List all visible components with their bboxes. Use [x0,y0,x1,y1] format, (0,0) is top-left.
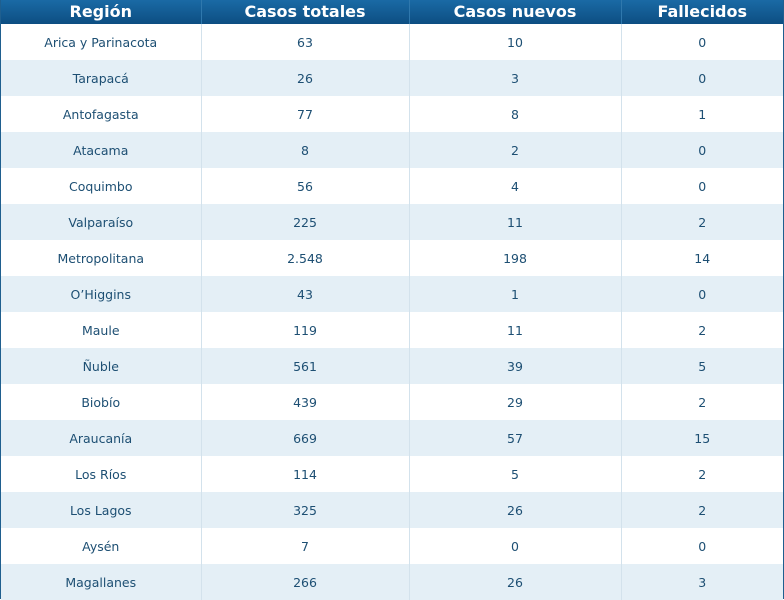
cell-region: Atacama [73,142,129,158]
cell-region: Metropolitana [57,250,145,266]
cell-region: Tarapacá [72,70,129,86]
cell-new-cases: 57 [408,420,621,456]
cell-total-cases: 7 [200,528,409,564]
table-row: Antofagasta 77 8 1 [1,96,783,132]
cell-region: Los Lagos [69,502,132,518]
cell-deaths: 0 [620,24,783,60]
cell-new-cases: 11 [408,312,621,348]
cell-region: Maule [81,322,120,338]
table-row: Magallanes 266 26 3 [1,564,783,600]
cell-total-cases: 114 [200,456,409,492]
column-header-region[interactable]: Región [69,2,133,21]
cell-total-cases: 119 [200,312,409,348]
cell-new-cases: 8 [408,96,621,132]
cell-total-cases: 561 [200,348,409,384]
cell-new-cases: 11 [408,204,621,240]
cell-total-cases: 266 [200,564,409,600]
cell-total-cases: 2.548 [200,240,409,276]
table-row: Atacama 8 2 0 [1,132,783,168]
table-row: Tarapacá 26 3 0 [1,60,783,96]
cell-total-cases: 225 [200,204,409,240]
table-row: Coquimbo 56 4 0 [1,168,783,204]
cell-new-cases: 3 [408,60,621,96]
cell-total-cases: 439 [200,384,409,420]
cell-region: Arica y Parinacota [44,34,158,50]
table-row: Los Ríos 114 5 2 [1,456,783,492]
header-row: Región Casos totales Casos nuevos Fallec… [1,0,783,24]
table-row: Los Lagos 325 26 2 [1,492,783,528]
cell-total-cases: 63 [200,24,409,60]
cell-new-cases: 1 [408,276,621,312]
cell-total-cases: 56 [200,168,409,204]
cell-total-cases: 669 [200,420,409,456]
cell-region: Magallanes [65,574,137,590]
cell-region: Biobío [81,394,121,410]
cell-region: Antofagasta [62,106,139,122]
cell-total-cases: 77 [200,96,409,132]
cell-new-cases: 2 [408,132,621,168]
cell-deaths: 3 [620,564,783,600]
cell-total-cases: 26 [200,60,409,96]
cell-deaths: 2 [620,312,783,348]
cell-deaths: 2 [620,492,783,528]
cell-total-cases: 43 [200,276,409,312]
cell-new-cases: 29 [408,384,621,420]
cell-new-cases: 198 [408,240,621,276]
cell-region: Valparaíso [68,214,134,230]
column-header-deaths[interactable]: Fallecidos [620,0,783,24]
cell-new-cases: 26 [408,492,621,528]
table-row: Ñuble 561 39 5 [1,348,783,384]
cell-new-cases: 0 [408,528,621,564]
cell-region: O’Higgins [70,286,131,302]
cell-deaths: 0 [620,60,783,96]
cell-deaths: 0 [620,528,783,564]
cell-deaths: 5 [620,348,783,384]
table-row: Biobío 439 29 2 [1,384,783,420]
table-row: Arica y Parinacota 63 10 0 [1,24,783,60]
cell-deaths: 1 [620,96,783,132]
table-row: Maule 119 11 2 [1,312,783,348]
cell-deaths: 2 [620,204,783,240]
column-header-new-cases[interactable]: Casos nuevos [408,0,621,24]
cell-new-cases: 26 [408,564,621,600]
table-row: Valparaíso 225 11 2 [1,204,783,240]
cell-new-cases: 5 [408,456,621,492]
cell-new-cases: 10 [408,24,621,60]
cell-total-cases: 8 [200,132,409,168]
cell-deaths: 14 [620,240,783,276]
table-row: O’Higgins 43 1 0 [1,276,783,312]
cell-new-cases: 39 [408,348,621,384]
cell-deaths: 0 [620,132,783,168]
cell-deaths: 0 [620,276,783,312]
table-row: Metropolitana 2.548 198 14 [1,240,783,276]
cell-region: Ñuble [82,358,119,374]
column-header-total-cases[interactable]: Casos totales [200,0,409,24]
cell-region: Coquimbo [69,178,133,194]
cell-new-cases: 4 [408,168,621,204]
cell-total-cases: 325 [200,492,409,528]
cell-deaths: 2 [620,384,783,420]
cell-region: Araucanía [69,430,133,446]
table-body: Arica y Parinacota 63 10 0 Tarapacá 26 3 0 Antof… [1,24,783,600]
cell-deaths: 2 [620,456,783,492]
table-header: Región Casos totales Casos nuevos Fallec… [1,0,783,24]
cell-deaths: 15 [620,420,783,456]
table-row: Aysén 7 0 0 [1,528,783,564]
cell-region: Los Ríos [75,466,127,482]
table-row: Araucanía 669 57 15 [1,420,783,456]
cell-region: Aysén [82,538,120,554]
cell-deaths: 0 [620,168,783,204]
